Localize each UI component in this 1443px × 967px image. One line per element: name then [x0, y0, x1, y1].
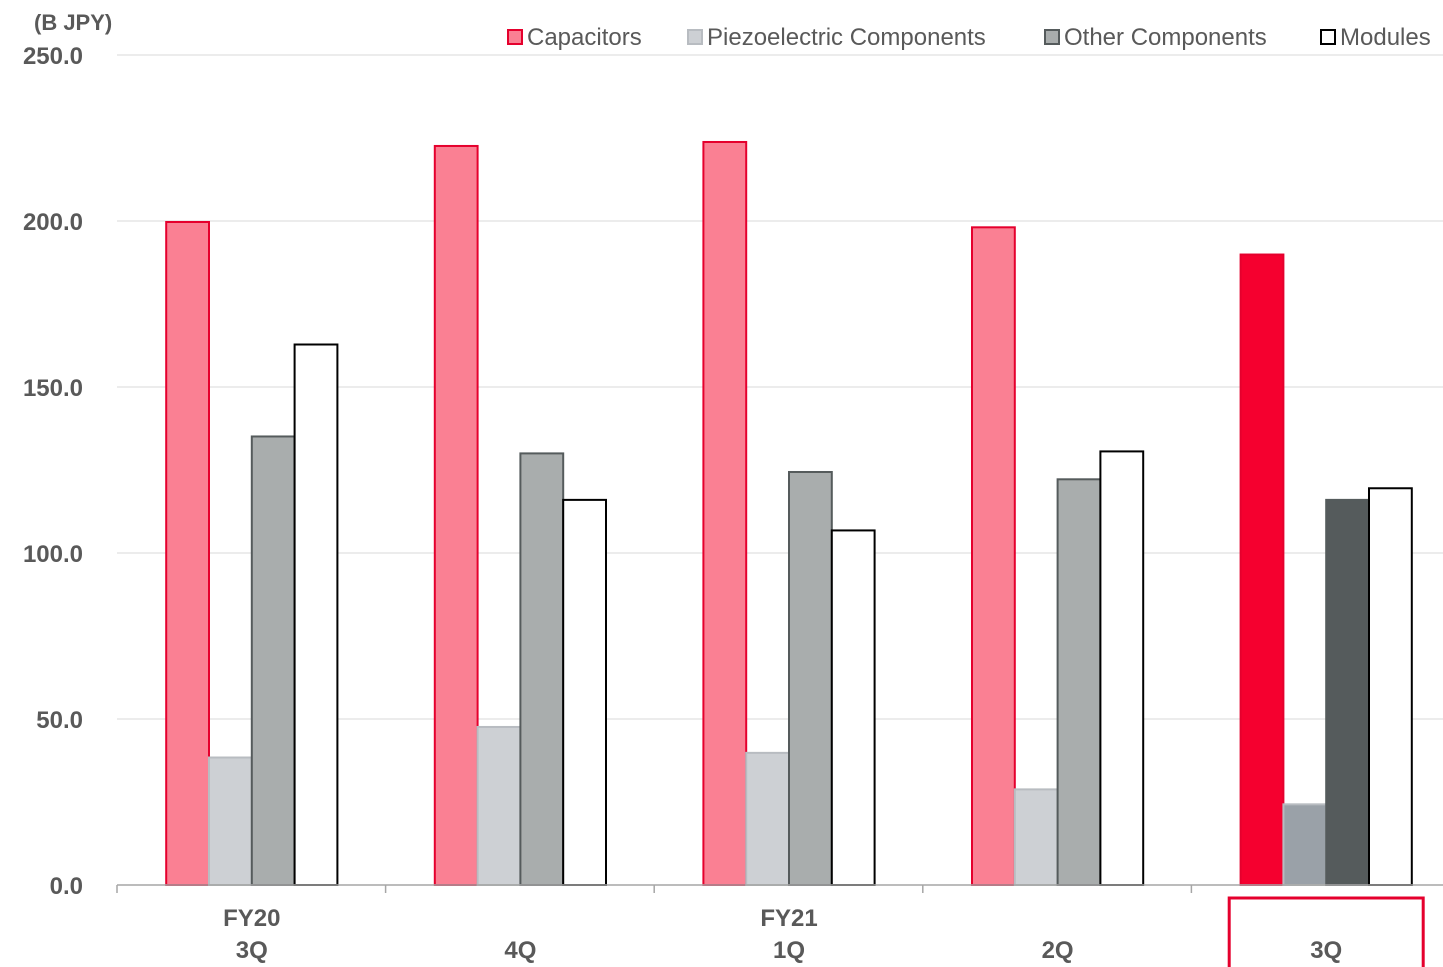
unit-label: (B JPY) [34, 10, 112, 35]
y-tick-label: 100.0 [23, 541, 83, 568]
x-tick-label: 2Q [1042, 937, 1074, 964]
legend-label: Modules [1340, 24, 1431, 51]
x-tick-label: 3Q [1310, 937, 1342, 964]
bar-other-components [788, 470, 833, 886]
legend-swatch [687, 29, 703, 45]
bar-capacitors [971, 226, 1016, 887]
bar-capacitors [433, 144, 479, 886]
bar-piezoelectric-components [1013, 788, 1059, 886]
x-axis: FY20 3Q 4Q FY21 1Q 2Q 3Q [116, 884, 1443, 967]
legend-label: Piezoelectric Components [707, 24, 986, 51]
bar-modules [1368, 487, 1413, 886]
bar-other-components [250, 435, 296, 886]
legend-label: Capacitors [527, 24, 642, 51]
bar-capacitors [702, 140, 748, 886]
y-tick-label: 50.0 [36, 707, 83, 734]
legend-label: Other Components [1064, 24, 1267, 51]
bar-other-components [1056, 478, 1102, 886]
bar-piezoelectric-components [476, 725, 522, 887]
y-tick-label: 150.0 [23, 375, 83, 402]
y-tick-label: 200.0 [23, 209, 83, 236]
bar-other-components [519, 452, 565, 886]
legend-swatch [1044, 29, 1060, 45]
y-tick-label: 250.0 [23, 43, 83, 70]
bar-modules [1099, 450, 1145, 886]
legend-swatch [1320, 29, 1336, 45]
legend: Capacitors Piezoelectric Components Other … [507, 24, 1431, 51]
bar-modules [293, 343, 339, 886]
y-axis: 0.0 50.0 100.0 150.0 200.0 250.0 [23, 43, 83, 900]
x-tick-label: FY20 [223, 905, 280, 932]
bar-piezoelectric-components [1282, 803, 1328, 886]
bar-piezoelectric-components [745, 751, 791, 887]
x-tick-label: FY21 [760, 905, 817, 932]
x-tick-label: 1Q [773, 937, 805, 964]
legend-swatch [507, 29, 523, 45]
bar-capacitors [1239, 253, 1285, 887]
bar-other-components [1325, 498, 1370, 886]
x-tick-label: 3Q [236, 937, 268, 964]
bar-piezoelectric-components [208, 756, 253, 887]
bar-modules [562, 498, 608, 886]
bar-capacitors [165, 220, 210, 887]
bars [165, 140, 1413, 887]
x-tick-label: 4Q [504, 937, 536, 964]
y-tick-label: 0.0 [50, 873, 83, 900]
highlight-box [1227, 896, 1425, 967]
bar-modules [830, 529, 876, 886]
